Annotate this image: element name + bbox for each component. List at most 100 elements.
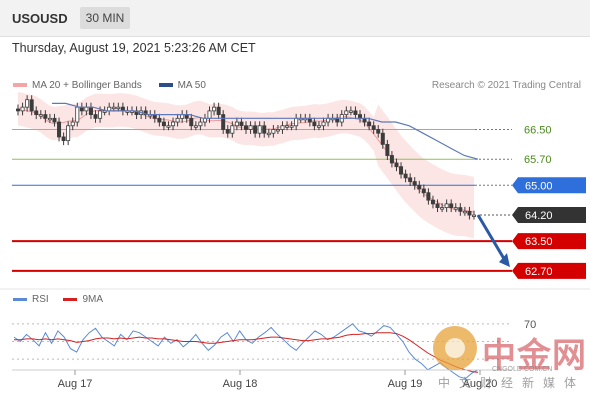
candle-body	[88, 106, 93, 116]
legend-swatch-bollinger	[13, 83, 27, 88]
candle-body	[216, 106, 221, 116]
timestamp: Thursday, August 19, 2021 5:23:26 AM CET	[12, 41, 256, 55]
candle-body	[47, 117, 52, 121]
level-label-62-70: 62.70	[525, 266, 553, 278]
candle-body	[98, 110, 103, 119]
candle-body	[189, 117, 194, 127]
candle-body	[426, 192, 431, 201]
candle-body	[43, 114, 48, 119]
rsi-legend: RSI 9MA	[13, 294, 115, 305]
watermark-logo-icon	[433, 326, 477, 370]
candle-body	[289, 125, 294, 128]
candle-body	[225, 129, 230, 134]
x-tick-label-aug-17: Aug 17	[58, 378, 93, 390]
candle-body	[70, 121, 75, 127]
legend-label-bollinger: MA 20 + Bollinger Bands	[32, 80, 142, 91]
rsi-legend-swatch-rsi	[13, 297, 27, 301]
rsi-legend-label-rsi: RSI	[32, 294, 49, 305]
level-tag-62-70: 62.70	[512, 262, 586, 279]
rsi-legend-item-rsi: RSI	[13, 294, 51, 305]
watermark-tagline: 中文财经新媒体	[438, 376, 586, 390]
projection-arrow-head	[499, 253, 510, 268]
watermark: 中金网 CNGOLD.COM.CN 中文财经新媒体	[430, 322, 590, 392]
level-tag-64-20: 64.20	[512, 207, 586, 224]
rsi-ma9-line	[14, 332, 479, 373]
candle-body	[175, 117, 180, 123]
rsi-legend-item-9ma: 9MA	[63, 294, 103, 305]
candle-body	[444, 203, 449, 209]
level-label-64-20: 64.20	[525, 210, 553, 222]
header-bar: USOUSD 30 MIN	[0, 0, 590, 37]
candle-body	[280, 125, 285, 130]
level-label-63-50: 63.50	[525, 236, 553, 248]
candle-body	[230, 125, 235, 134]
projection-arrow-shaft	[476, 214, 508, 263]
candle-body	[467, 210, 472, 216]
candle-body	[198, 121, 203, 127]
candle-body	[171, 121, 176, 127]
candle-body	[166, 125, 171, 128]
candle-body	[312, 121, 317, 127]
candle-body	[435, 203, 440, 209]
level-tag-bg-62-70	[512, 262, 586, 279]
candle-body	[57, 121, 62, 138]
candle-body	[234, 121, 239, 127]
candle-body	[394, 162, 399, 168]
candle-body	[462, 210, 467, 214]
candle-body	[266, 132, 271, 136]
chart-legend: MA 20 + Bollinger Bands MA 50	[13, 80, 220, 91]
level-label-65-00: 65.00	[525, 180, 553, 192]
candle-body	[111, 106, 116, 110]
rsi-legend-label-9ma: 9MA	[82, 294, 104, 305]
candle-body	[221, 114, 226, 130]
candle-body	[161, 121, 166, 127]
candle-body	[75, 106, 80, 123]
watermark-name: 中金网	[482, 336, 587, 376]
candle-body	[348, 110, 353, 113]
level-label-65-70: 65.70	[524, 154, 552, 166]
legend-swatch-ma50	[158, 83, 173, 88]
bollinger-band-area	[18, 91, 474, 239]
level-tag-65-70: 65.70	[524, 154, 552, 166]
candle-body	[385, 143, 390, 156]
rsi-legend-swatch-9ma	[63, 297, 78, 301]
legend-item-bollinger: MA 20 + Bollinger Bands	[13, 80, 145, 91]
level-tag-bg-65-00	[512, 177, 586, 194]
timeframe-button[interactable]: 30 MIN	[80, 7, 130, 29]
candle-body	[253, 125, 258, 134]
candle-body	[421, 188, 426, 194]
candle-body	[271, 129, 276, 134]
rsi-tick-label-70: 70	[524, 319, 536, 331]
level-label-66-50: 66.50	[524, 124, 552, 136]
candle-body	[371, 125, 376, 130]
candle-body	[193, 125, 198, 128]
level-tag-bg-64-20	[512, 207, 586, 224]
candle-body	[248, 125, 253, 130]
candle-body	[376, 129, 381, 134]
candle-body	[316, 125, 321, 128]
candle-body	[34, 110, 39, 115]
candle-body	[262, 125, 267, 134]
candle-body	[353, 110, 358, 115]
candle-body	[257, 125, 262, 134]
candle-body	[367, 121, 372, 127]
candle-body	[25, 99, 30, 108]
watermark-url: CNGOLD.COM.CN	[492, 366, 553, 373]
candle-body	[440, 207, 445, 210]
x-tick-label-aug-18: Aug 18	[223, 378, 258, 390]
symbol-label: USOUSD	[12, 11, 68, 26]
candle-body	[15, 108, 20, 112]
ma50-line	[52, 102, 479, 160]
candle-body	[453, 207, 458, 210]
x-tick-label-aug-20: Aug 20	[463, 378, 498, 390]
candle-body	[212, 106, 217, 112]
candle-body	[471, 214, 476, 217]
copyright-text: Research © 2021 Trading Central	[431, 80, 581, 91]
legend-item-ma50: MA 50	[158, 80, 206, 91]
candle-body	[243, 125, 248, 130]
level-tag-65-00: 65.00	[512, 177, 586, 194]
candle-body	[430, 199, 435, 205]
candle-body	[294, 117, 299, 127]
candle-body	[321, 121, 326, 127]
